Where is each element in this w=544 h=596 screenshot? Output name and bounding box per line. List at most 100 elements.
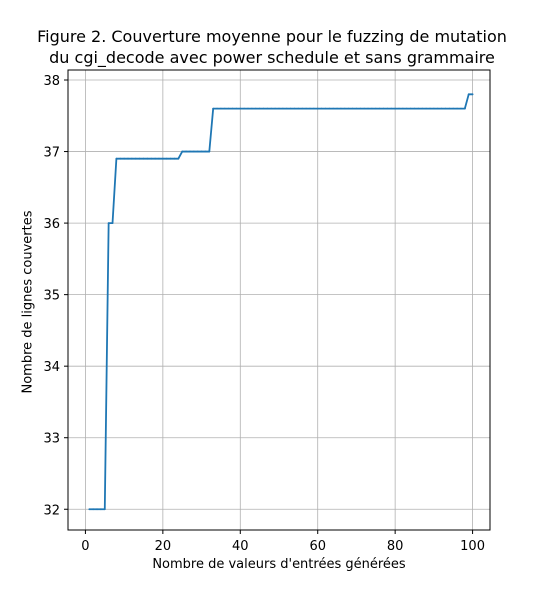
data-point	[301, 107, 304, 110]
data-point	[390, 107, 393, 110]
data-point	[456, 107, 458, 110]
y-tick-label: 38	[43, 74, 60, 89]
data-point	[142, 157, 145, 160]
data-point	[320, 107, 323, 110]
data-point	[382, 107, 385, 110]
data-point	[138, 157, 141, 160]
data-point	[192, 150, 195, 153]
data-point	[161, 157, 164, 160]
data-point	[309, 107, 311, 110]
data-point	[398, 107, 400, 110]
data-point	[254, 107, 257, 110]
data-point	[130, 157, 133, 160]
data-point	[123, 157, 126, 160]
data-point	[115, 157, 118, 160]
data-point	[146, 157, 149, 160]
data-point	[107, 222, 110, 224]
data-point	[429, 107, 431, 110]
data-point	[413, 107, 416, 110]
data-point	[336, 107, 338, 110]
data-point	[289, 107, 292, 110]
data-point	[347, 107, 350, 110]
chart-title-line-2: du cgi_decode avec power schedule et san…	[49, 48, 495, 67]
data-point	[227, 107, 230, 110]
data-point	[417, 107, 420, 110]
data-point	[127, 157, 129, 160]
data-point	[270, 107, 273, 110]
data-point	[173, 157, 176, 160]
data-point	[324, 107, 327, 110]
data-point	[92, 508, 95, 511]
data-point	[378, 107, 381, 110]
data-point	[247, 107, 249, 110]
data-point	[274, 107, 277, 110]
data-point	[440, 107, 443, 110]
data-point	[196, 150, 199, 153]
data-point	[278, 107, 280, 110]
data-point	[305, 107, 308, 110]
y-tick-label: 37	[43, 146, 60, 161]
x-tick-label: 60	[309, 539, 326, 554]
data-point	[297, 107, 300, 110]
data-point	[281, 107, 284, 110]
data-point	[293, 107, 296, 110]
data-point	[312, 107, 315, 110]
data-point	[239, 107, 242, 110]
data-point	[351, 107, 354, 110]
data-point	[425, 107, 428, 110]
data-point	[150, 157, 153, 160]
y-tick-label: 34	[43, 360, 60, 375]
data-point	[119, 157, 122, 160]
y-tick-label: 33	[43, 432, 60, 447]
x-axis-label: Nombre de valeurs d'entrées générées	[152, 557, 406, 572]
data-point	[216, 107, 218, 110]
y-tick-label: 35	[43, 289, 60, 304]
data-point	[262, 107, 265, 110]
data-point	[220, 107, 222, 110]
data-point	[235, 107, 238, 110]
x-tick-label: 0	[81, 539, 89, 554]
data-point	[316, 107, 319, 110]
data-point	[103, 508, 106, 511]
data-point	[432, 107, 435, 110]
data-point	[340, 107, 342, 110]
data-point	[169, 157, 172, 160]
grid-lines	[68, 70, 490, 530]
y-tick-label: 32	[43, 503, 60, 518]
data-point	[355, 107, 358, 110]
x-tick-label: 20	[155, 539, 172, 554]
data-point	[204, 150, 207, 153]
data-point	[231, 107, 234, 110]
data-point	[177, 157, 180, 160]
data-point	[343, 107, 346, 110]
data-point	[401, 107, 404, 110]
data-point	[100, 508, 102, 511]
data-point	[386, 107, 389, 110]
data-point	[436, 107, 439, 110]
data-point	[134, 157, 137, 160]
data-point	[212, 107, 215, 110]
data-point	[200, 150, 203, 153]
data-point	[111, 222, 114, 224]
data-point	[471, 93, 474, 96]
data-point	[285, 107, 288, 110]
y-axis-label: Nombre de lignes couvertes	[20, 210, 36, 394]
data-point	[367, 107, 369, 110]
series-layer	[88, 93, 474, 511]
data-point	[332, 107, 335, 110]
data-point	[328, 107, 331, 110]
data-point	[258, 107, 261, 110]
data-point	[421, 107, 424, 110]
data-point	[409, 107, 412, 110]
y-tick-label: 36	[43, 217, 60, 232]
data-point	[452, 107, 455, 110]
x-tick-label: 80	[387, 539, 404, 554]
data-point	[223, 107, 226, 110]
data-point	[88, 508, 91, 511]
data-point	[185, 150, 187, 153]
axis-ticks: 0 20 40 60 80 100 32 33 34 35 36 37 38	[43, 74, 485, 554]
data-point	[448, 107, 451, 110]
data-point	[405, 107, 408, 110]
